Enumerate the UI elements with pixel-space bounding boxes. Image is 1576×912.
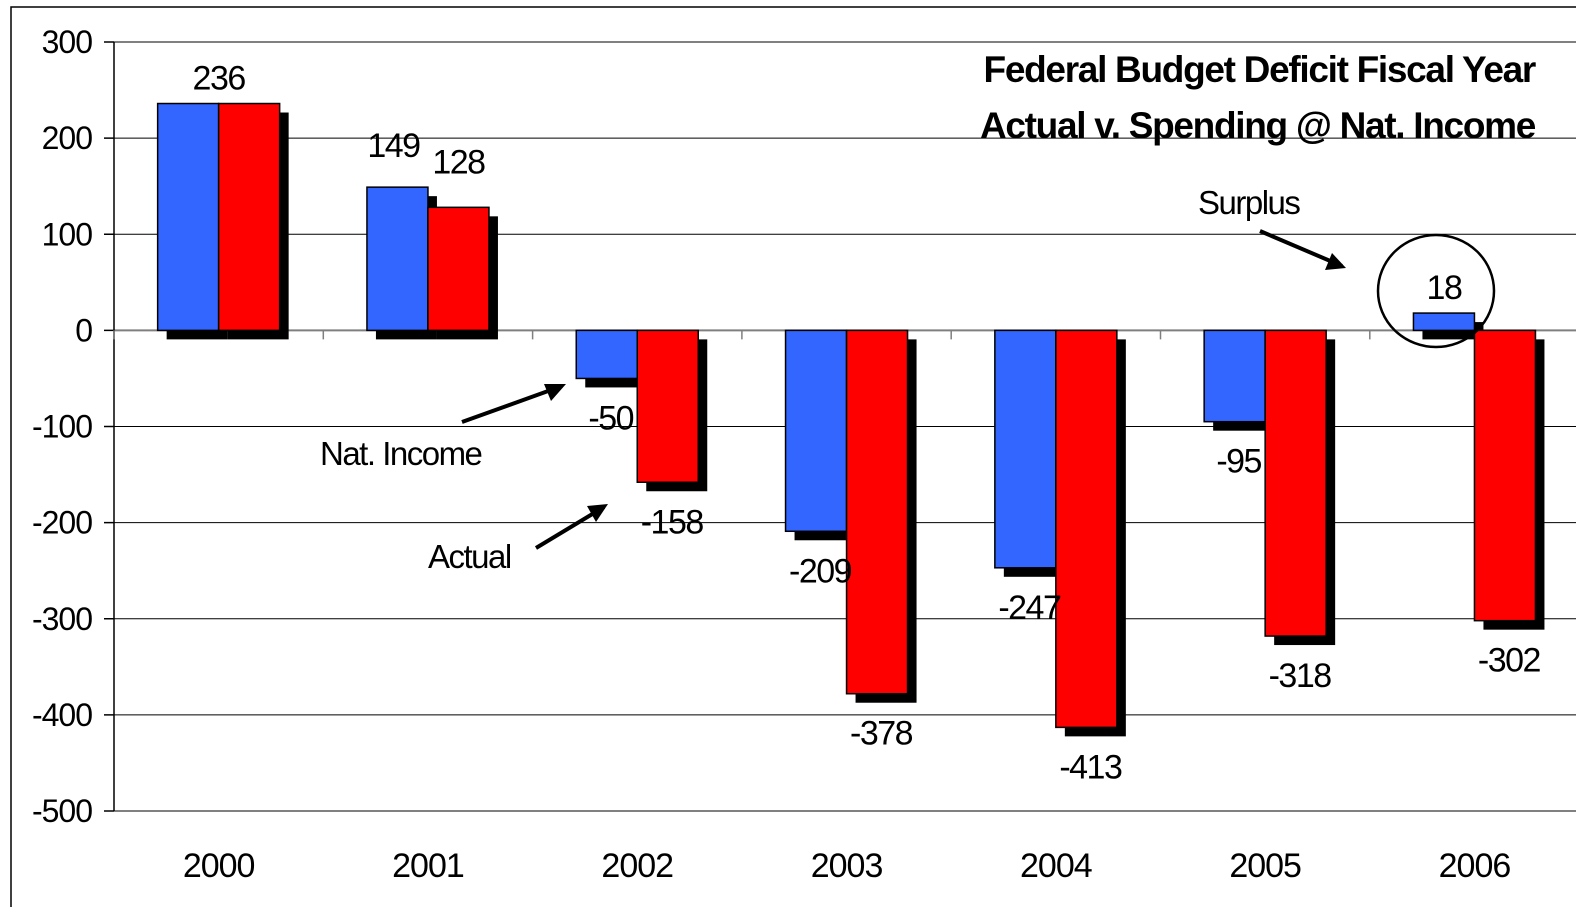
y-axis: 300 200 100 0 -100 -200 -300 -400 -500 bbox=[32, 24, 1371, 829]
bar-actual-2002 bbox=[636, 329, 699, 484]
chart-title-line-1: Federal Budget Deficit Fiscal Year bbox=[984, 49, 1536, 90]
y-tick-label-0: 0 bbox=[75, 312, 92, 348]
bar-nat-income-2004 bbox=[994, 329, 1057, 569]
bar-nat-income-2003 bbox=[784, 329, 848, 533]
annotation-actual-text: Actual bbox=[428, 538, 511, 575]
plot-border bbox=[10, 6, 1576, 912]
x-category-label-2004: 2004 bbox=[1020, 847, 1092, 885]
data-label-nat-income-2006: 18 bbox=[1427, 269, 1462, 307]
chart-title-line-2: Actual v. Spending @ Nat. Income bbox=[980, 105, 1536, 146]
annotation-nat-income-arrow bbox=[461, 384, 563, 424]
data-label-actual-2005: -318 bbox=[1269, 657, 1332, 695]
y-tick-label--500: -500 bbox=[32, 793, 92, 829]
y-tick-label--200: -200 bbox=[32, 505, 92, 541]
y-tick-label--400: -400 bbox=[32, 697, 92, 733]
surplus-highlight-circle bbox=[1376, 233, 1496, 349]
y-tick-label-300: 300 bbox=[42, 24, 93, 60]
bar-actual-2001 bbox=[427, 206, 490, 332]
x-category-label-2001: 2001 bbox=[392, 847, 464, 885]
x-category-label-2005: 2005 bbox=[1229, 847, 1301, 885]
bar-actual-2003 bbox=[845, 329, 909, 695]
annotation-nat-income: Nat. Income bbox=[320, 384, 566, 472]
y-tick-label-100: 100 bbox=[42, 216, 93, 252]
bar-nat-income-2005 bbox=[1203, 329, 1266, 423]
annotation-nat-income-arrowhead bbox=[544, 384, 566, 401]
x-category-label-2002: 2002 bbox=[601, 847, 673, 885]
data-label-nat-income-2002: -50 bbox=[588, 399, 633, 437]
bar-actual-2006 bbox=[1473, 329, 1537, 622]
data-label-nat-income-2003: -209 bbox=[789, 552, 852, 590]
data-label-nat-income-2005: -95 bbox=[1216, 443, 1261, 481]
annotation-surplus-text: Surplus bbox=[1198, 184, 1300, 221]
bar-nat-income-2006 bbox=[1412, 312, 1476, 332]
x-category-label-2006: 2006 bbox=[1439, 847, 1511, 885]
bar-actual-2005 bbox=[1264, 329, 1327, 637]
y-tick-label--100: -100 bbox=[32, 409, 92, 445]
x-category-label-2000: 2000 bbox=[183, 847, 255, 885]
annotation-surplus-arrow bbox=[1259, 229, 1343, 268]
annotation-surplus-arrowhead bbox=[1325, 253, 1346, 270]
bar-nat-income-2001 bbox=[366, 186, 429, 332]
y-tick-label-200: 200 bbox=[42, 120, 93, 156]
data-label-nat-income-2001: 149 bbox=[367, 127, 420, 165]
x-axis-labels: 2000 2001 2002 2003 2004 2005 2006 bbox=[183, 847, 1512, 885]
data-labels: 236 149 128 -50 -158 -209 -378 -247 -413 -95 -318 1… bbox=[193, 60, 1543, 787]
annotation-nat-income-text: Nat. Income bbox=[320, 435, 482, 472]
bars bbox=[156, 102, 1545, 737]
data-label-actual-2003: -378 bbox=[850, 715, 913, 753]
data-label-actual-2006: -302 bbox=[1478, 642, 1541, 680]
data-label-nat-income-2000: 236 bbox=[193, 60, 246, 98]
data-label-actual-2002: -158 bbox=[641, 503, 704, 541]
bar-actual-2000 bbox=[217, 102, 281, 332]
x-category-label-2003: 2003 bbox=[811, 847, 883, 885]
data-label-actual-2004: -413 bbox=[1059, 748, 1122, 786]
data-label-actual-2001: 128 bbox=[432, 143, 485, 181]
data-label-nat-income-2004: -247 bbox=[998, 589, 1061, 627]
bar-nat-income-2000 bbox=[156, 102, 220, 332]
bar-actual-2004 bbox=[1055, 329, 1118, 729]
annotation-actual: Actual bbox=[428, 504, 608, 575]
y-tick-label--300: -300 bbox=[32, 601, 92, 637]
bar-nat-income-2002 bbox=[575, 329, 638, 380]
annotation-surplus: Surplus bbox=[1198, 184, 1496, 349]
annotation-actual-arrowhead bbox=[587, 504, 608, 522]
